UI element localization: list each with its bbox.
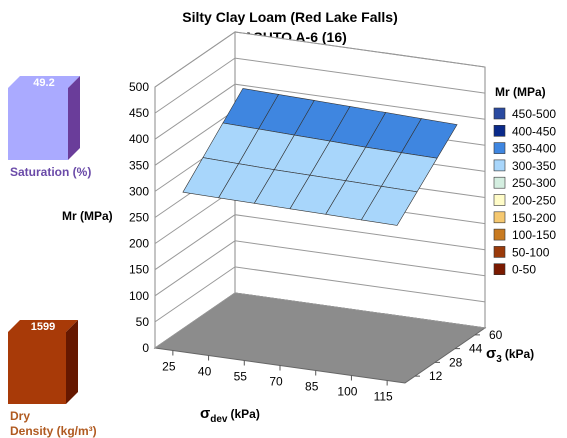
gauge-top (8, 76, 80, 88)
x-tick-label: 55 (234, 370, 248, 384)
legend-swatch (493, 228, 506, 241)
legend-label: 300-350 (512, 159, 556, 173)
x-tick-label: 85 (305, 380, 319, 394)
legend-label: 350-400 (512, 142, 556, 156)
x-tick-label: 40 (198, 365, 212, 379)
legend-label: 400-450 (512, 124, 556, 138)
legend-label: 150-200 (512, 211, 556, 225)
legend-label: 250-300 (512, 176, 556, 190)
z-tick-label: 350 (129, 158, 149, 172)
x-tick-label: 25 (162, 360, 176, 374)
y-tick-label: 44 (469, 342, 483, 356)
grid-line (154, 83, 486, 140)
legend-swatch (493, 125, 506, 137)
y-tick-label: 12 (429, 369, 443, 383)
gauge-label: Dry (10, 409, 30, 423)
z-tick-label: 500 (129, 80, 149, 94)
x-tick-label: 70 (269, 375, 283, 389)
grid-line (154, 57, 486, 114)
grid-line (154, 31, 486, 88)
z-tick-label: 200 (129, 237, 149, 251)
gauge-label: Density (kg/m³) (10, 424, 97, 438)
gauge-value: 1599 (31, 321, 55, 333)
x-tick-label: 100 (337, 385, 357, 399)
grid-line (154, 240, 486, 297)
gauge-top (8, 320, 78, 332)
z-tick-label: 100 (129, 289, 149, 303)
gauge-front (8, 332, 66, 404)
legend-label: 200-250 (512, 194, 556, 208)
grid-line (154, 214, 486, 271)
x-tick-label: 115 (374, 390, 393, 404)
legend-title: Mr (MPa) (495, 85, 546, 99)
legend-swatch (493, 246, 506, 258)
gauge-label: Saturation (%) (10, 165, 91, 179)
gauge-side (68, 76, 80, 160)
legend-swatch (493, 107, 506, 120)
y-tick-label: 28 (449, 355, 463, 369)
legend-label: 0-50 (512, 263, 536, 277)
legend-label: 50-100 (512, 245, 550, 259)
legend-swatch (493, 142, 506, 154)
legend-swatch (493, 263, 506, 276)
y-tick-label: 60 (489, 328, 503, 342)
z-tick-label: 400 (129, 132, 149, 146)
z-tick-label: 250 (129, 211, 149, 225)
gauge-front (8, 88, 68, 160)
legend-swatch (493, 211, 506, 224)
legend-swatch (493, 194, 506, 206)
z-tick-label: 300 (129, 184, 149, 198)
legend-swatch (493, 159, 506, 172)
legend-swatch (493, 176, 506, 189)
y-axis-label: σ3 (kPa) (486, 345, 534, 365)
z-axis-label: Mr (MPa) (62, 209, 113, 223)
z-tick-label: 50 (136, 315, 150, 329)
grid-line (154, 266, 486, 323)
x-axis-label: σdev (kPa) (200, 405, 260, 425)
z-tick-label: 150 (129, 263, 149, 277)
z-tick-label: 0 (142, 341, 149, 355)
grid-line (154, 292, 486, 349)
legend-label: 100-150 (512, 228, 556, 242)
surface-patch (360, 185, 418, 226)
legend-label: 450-500 (512, 107, 556, 121)
z-tick-label: 450 (129, 106, 149, 120)
gauge-side (66, 320, 78, 404)
gauge-value: 49.2 (33, 77, 54, 89)
chart-title: Silty Clay Loam (Red Lake Falls) (182, 9, 398, 25)
